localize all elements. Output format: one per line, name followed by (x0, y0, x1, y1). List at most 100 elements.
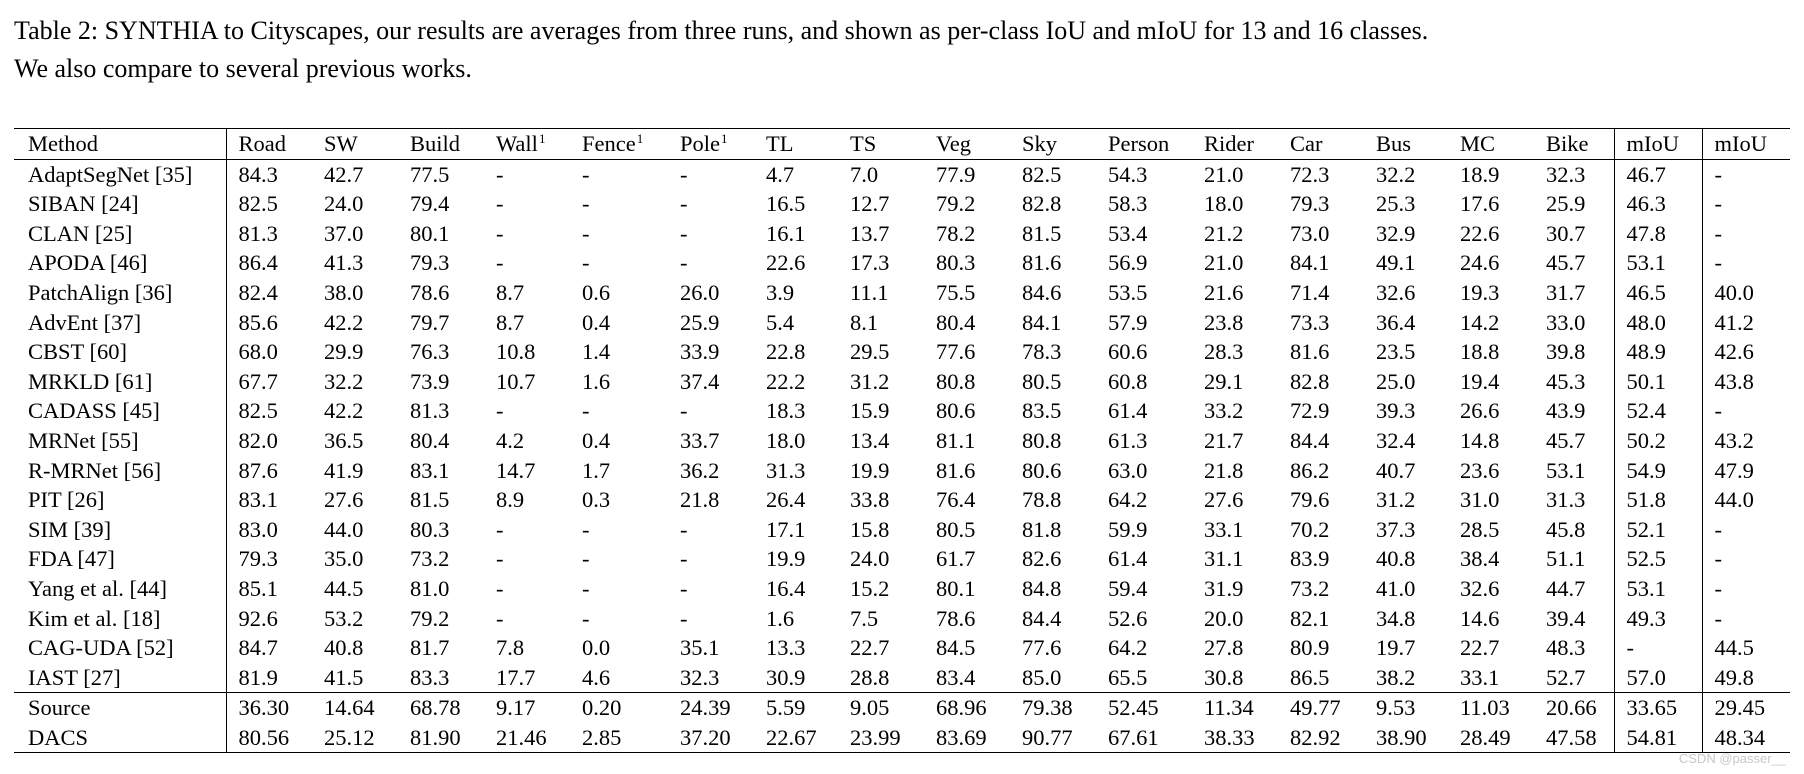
value-cell-miou-13: 46.5 (1614, 277, 1703, 308)
value-cell-person: 59.9 (1108, 516, 1148, 542)
value-cell-veg: 80.1 (936, 575, 976, 601)
value-cell-miou-16: 44.0 (1714, 487, 1754, 513)
value-cell-bus: 37.3 (1376, 516, 1416, 542)
value-cell-sw: 37.0 (324, 220, 364, 246)
table-row: CLAN [25] 81.3 37.0 80.1 - - - 16.1 13.7 78.2 81.5… (14, 218, 1790, 249)
column-header-label: Bike (1546, 131, 1589, 156)
value-cell-miou-16: 40.0 (1714, 279, 1754, 305)
value-cell-car: 79.6 (1290, 487, 1330, 513)
column-header-bike: Bike (1534, 128, 1615, 160)
value-cell-road: 83.1 (238, 487, 278, 513)
value-cell-road: 85.1 (238, 575, 278, 601)
value-cell-tl: 16.1 (766, 220, 806, 246)
value-cell-pole: 26.0 (680, 279, 720, 305)
column-header-rider: Rider (1192, 129, 1278, 160)
our-results-rows: Source 36.30 14.64 68.78 9.17 0.20 24.39 5.59 9.… (14, 692, 1790, 753)
column-header-label: mIoU (1714, 131, 1768, 156)
value-cell-pole: 25.9 (680, 309, 720, 335)
value-cell-sw: 27.6 (324, 487, 364, 513)
value-cell-build: 83.1 (410, 457, 450, 483)
value-cell-ts: 7.0 (850, 161, 879, 187)
value-cell-ts: 31.2 (850, 368, 890, 394)
value-cell-miou-16: - (1714, 398, 1723, 424)
value-cell-ts: 33.8 (850, 487, 890, 513)
value-cell-miou-13: 54.81 (1614, 722, 1703, 753)
value-cell-wall: 9.17 (496, 695, 536, 721)
table-row: PIT [26] 83.1 27.6 81.5 8.9 0.3 21.8 26.4 33.8 76… (14, 485, 1790, 515)
caption-line-1: Table 2: SYNTHIA to Cityscapes, our resu… (14, 16, 1429, 45)
value-cell-person: 63.0 (1108, 457, 1148, 483)
value-cell-wall: 14.7 (496, 457, 536, 483)
column-header-wall: Wall1 (484, 129, 570, 160)
value-cell-person: 52.45 (1108, 695, 1159, 721)
value-cell-tl: 18.3 (766, 398, 806, 424)
column-header-pole: Pole1 (668, 129, 754, 160)
value-cell-sky: 80.5 (1022, 368, 1062, 394)
value-cell-bus: 19.7 (1376, 635, 1416, 661)
method-cell: MRKLD [61] (14, 366, 227, 397)
value-cell-mc: 32.6 (1460, 575, 1500, 601)
value-cell-sky: 90.77 (1022, 724, 1073, 750)
value-cell-car: 70.2 (1290, 516, 1330, 542)
value-cell-veg: 68.96 (936, 695, 987, 721)
value-cell-mc: 33.1 (1460, 664, 1500, 690)
value-cell-build: 73.2 (410, 546, 450, 572)
column-header-miou-16: mIoU (1702, 129, 1790, 160)
value-cell-pole: - (680, 605, 688, 631)
method-cell: PatchAlign [36] (14, 277, 227, 308)
value-cell-veg: 81.6 (936, 457, 976, 483)
value-cell-rider: 38.33 (1204, 724, 1255, 750)
value-cell-rider: 31.1 (1204, 546, 1244, 572)
value-cell-tl: 22.6 (766, 250, 806, 276)
value-cell-build: 83.3 (410, 664, 450, 690)
column-header-label: Sky (1022, 131, 1058, 156)
value-cell-miou-16: - (1714, 161, 1723, 187)
value-cell-miou-13: 46.7 (1614, 159, 1703, 190)
value-cell-ts: 19.9 (850, 457, 890, 483)
column-header-label: Fence (582, 131, 636, 156)
value-cell-car: 73.0 (1290, 220, 1330, 246)
value-cell-road: 82.4 (238, 279, 278, 305)
column-header-label: Wall (496, 131, 538, 156)
value-cell-person: 53.5 (1108, 279, 1148, 305)
value-cell-mc: 23.6 (1460, 457, 1500, 483)
value-cell-bike: 31.7 (1534, 277, 1615, 308)
value-cell-person: 60.8 (1108, 368, 1148, 394)
column-header-sw: SW (312, 129, 398, 160)
value-cell-sw: 53.2 (324, 605, 364, 631)
results-table-container: Method Road SW Build Wall1 Fence1 Pole1 TL TS Veg… (14, 128, 1790, 753)
value-cell-wall: 10.7 (496, 368, 536, 394)
value-cell-build: 79.2 (410, 605, 450, 631)
value-cell-wall: - (496, 191, 504, 217)
value-cell-car: 86.5 (1290, 664, 1330, 690)
table-row: CAG-UDA [52] 84.7 40.8 81.7 7.8 0.0 35.1 13.3 22… (14, 633, 1790, 663)
value-cell-miou-16: 29.45 (1714, 695, 1766, 721)
value-cell-ts: 22.7 (850, 635, 890, 661)
value-cell-build: 73.9 (410, 368, 450, 394)
value-cell-wall: - (496, 575, 504, 601)
value-cell-miou-13: 50.2 (1614, 425, 1703, 456)
value-cell-fence: - (582, 575, 590, 601)
value-cell-bus: 32.9 (1376, 220, 1416, 246)
column-header-label: MC (1460, 131, 1496, 156)
value-cell-mc: 31.0 (1460, 487, 1500, 513)
value-cell-person: 67.61 (1108, 724, 1159, 750)
value-cell-rider: 21.0 (1204, 250, 1244, 276)
value-cell-wall: - (496, 250, 504, 276)
value-cell-bike: 52.7 (1534, 662, 1615, 693)
value-cell-build: 81.5 (410, 487, 450, 513)
watermark: CSDN @passer__ (1678, 751, 1786, 766)
value-cell-pole: 37.4 (680, 368, 720, 394)
method-cell: MRNet [55] (14, 425, 227, 456)
value-cell-bus: 9.53 (1376, 695, 1416, 721)
value-cell-ts: 15.2 (850, 575, 890, 601)
value-cell-rider: 21.0 (1204, 161, 1244, 187)
value-cell-road: 83.0 (238, 516, 278, 542)
value-cell-sw: 40.8 (324, 635, 364, 661)
value-cell-mc: 19.4 (1460, 368, 1500, 394)
value-cell-fence: 1.7 (582, 457, 611, 483)
value-cell-bike: 45.8 (1534, 514, 1615, 545)
value-cell-build: 79.4 (410, 191, 450, 217)
method-cell: CLAN [25] (14, 218, 227, 249)
value-cell-veg: 79.2 (936, 191, 976, 217)
